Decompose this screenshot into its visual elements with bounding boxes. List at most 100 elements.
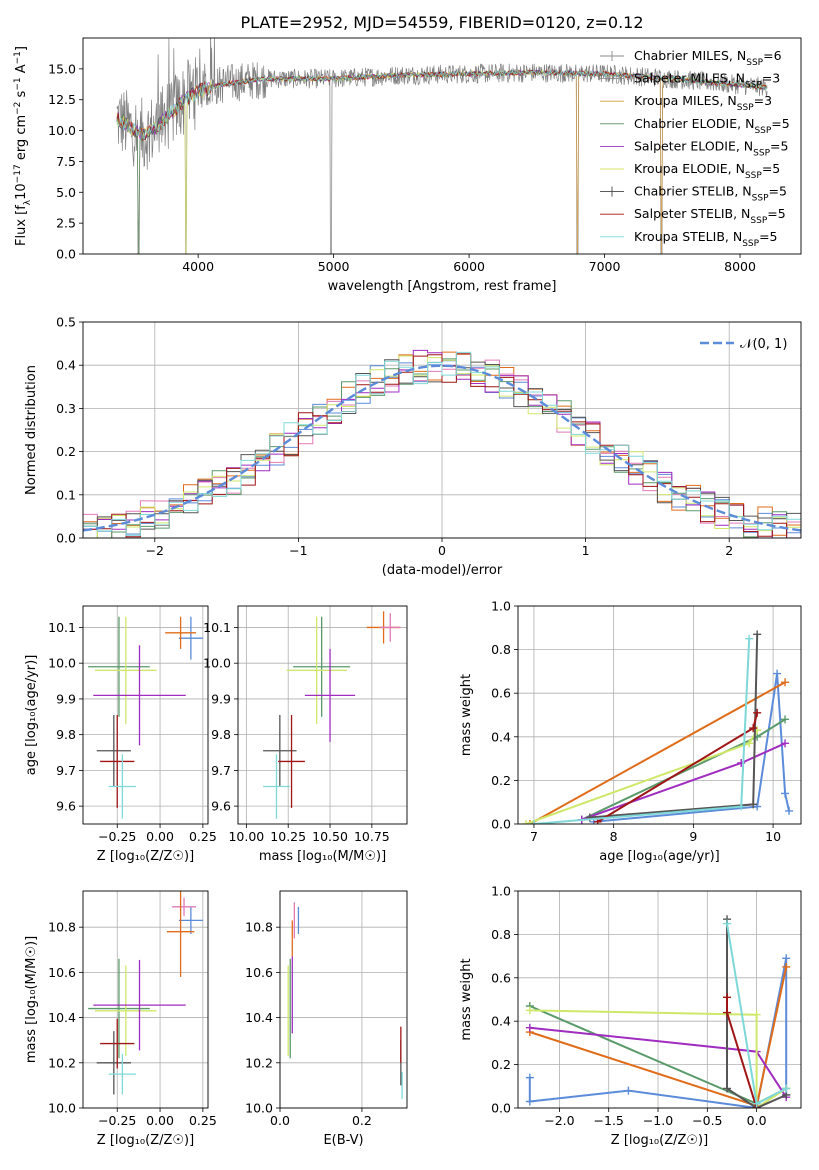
age-vs-metallicity-panel: −0.25 0.00 0.25 9.6 9.7 9.8 9.9 10.0 10.1 Z [log₁…: [24, 605, 217, 864]
y-tick-label: 0.6: [491, 970, 511, 985]
legend-label: 𝒩(0, 1): [740, 337, 787, 352]
y-axis-label: age [log₁₀(age/yr)]: [24, 655, 39, 776]
y-tick-label: 15.0: [48, 61, 76, 76]
y-tick-label: 5.0: [56, 185, 76, 200]
y-tick-label: 10.2: [48, 1055, 76, 1070]
legend-label: Chabrier ELODIE, NSSP=5: [634, 116, 790, 136]
data-point-marker: [525, 1023, 534, 1032]
y-tick-label: 0.0: [491, 1101, 511, 1116]
error-bar-point: [278, 715, 305, 808]
x-axis-label: mass [log₁₀(M/M☉)]: [259, 849, 386, 864]
legend-label-sub: SSP: [745, 171, 762, 181]
legend-label-name: Salpeter STELIB, N: [634, 206, 750, 221]
x-tick-label: 0.00: [146, 1113, 174, 1128]
data-point-marker: [773, 669, 782, 678]
plot-area: [525, 915, 791, 1108]
legend-label-sub: SSP: [737, 103, 754, 113]
plot-area: [287, 902, 403, 1099]
y-tick-label: 10.0: [48, 656, 76, 671]
y-tick-label: 9.7: [56, 763, 76, 778]
y-axis-label-part: erg cm: [14, 115, 29, 164]
y-tick-label: 10.4: [48, 1010, 76, 1025]
axes-frame: [517, 605, 802, 825]
legend-label-tail: =3: [762, 71, 780, 86]
mass-weight-vs-metallicity-panel: −2.0 −1.5 −1.0 −0.5 0.0 0.0 0.2 0.4 0.6 0.8 1.0 Z […: [459, 884, 802, 1148]
y-tick-label: 1.0: [491, 599, 511, 614]
y-tick-label: 10.8: [245, 920, 273, 935]
error-bar-point: [166, 891, 195, 977]
error-bar-point: [178, 906, 203, 934]
x-tick-label: 4000: [182, 259, 214, 274]
legend-label-name: Chabrier ELODIE, N: [634, 116, 754, 131]
legend-label-sub: SSP: [750, 216, 767, 226]
error-bar-point: [380, 613, 401, 642]
data-point-marker: [745, 739, 754, 748]
axes-frame: [82, 321, 802, 539]
legend-label-name: Salpeter ELODIE, N: [634, 138, 753, 153]
y-tick-label: 0.0: [491, 817, 511, 832]
legend-label-name: Chabrier MILES, N: [634, 48, 746, 63]
y-tick-label: 0.4: [491, 1014, 511, 1029]
data-point-marker: [525, 1073, 534, 1082]
x-axis-label: Z [log₁₀(Z/Z☉)]: [97, 1133, 194, 1148]
y-axis-label: mass [log₁₀(M/M☉)]: [24, 936, 39, 1063]
y-axis-label-part: −1: [13, 51, 23, 64]
legend-label-tail: =3: [754, 93, 772, 108]
series-line: [529, 1009, 787, 1108]
y-tick-label: 10.6: [48, 965, 76, 980]
plot-area: [116, 38, 768, 254]
error-bar-point: [94, 616, 157, 724]
data-point-marker: [752, 1099, 761, 1108]
data-point-marker: [753, 630, 762, 639]
data-point-marker: [785, 806, 794, 815]
x-tick-label: 6000: [453, 259, 485, 274]
y-axis-label-part: 10: [14, 183, 29, 200]
x-tick-label: 1: [582, 543, 590, 558]
data-point-marker: [782, 962, 791, 971]
y-axis-label-part: λ: [23, 199, 33, 205]
x-tick-label: −0.25: [98, 1113, 136, 1128]
x-tick-label: 0.00: [146, 829, 174, 844]
data-point-marker: [525, 1097, 534, 1106]
data-point-marker: [749, 800, 758, 809]
y-axis-label-part: −1: [13, 77, 23, 90]
x-axis-label: (data-model)/error: [382, 563, 503, 578]
data-series: [723, 919, 791, 1108]
legend-label-tail: =5: [771, 116, 789, 131]
x-tick-label: 7: [530, 829, 538, 844]
legend-label-tail: =5: [769, 184, 787, 199]
data-point-marker: [723, 993, 732, 1002]
data-point-marker: [753, 708, 762, 717]
x-tick-label: 10.00: [228, 829, 264, 844]
error-bar-point: [100, 1018, 135, 1069]
series-line: [529, 681, 786, 824]
axes-frame: [517, 890, 802, 1109]
error-bar-point: [93, 645, 186, 746]
x-tick-label: 0: [438, 543, 446, 558]
error-bar-point: [96, 715, 131, 787]
y-tick-label: 9.6: [211, 799, 231, 814]
error-bar-point: [108, 1053, 137, 1095]
x-tick-label: −1.0: [643, 1113, 673, 1128]
mass-weight-vs-age-panel: 7 8 9 10 0.0 0.2 0.4 0.6 0.8 1.0 age [log₁₀(age/yr…: [459, 599, 802, 864]
y-tick-label: 10.2: [245, 1055, 273, 1070]
x-tick-label: 8: [610, 829, 618, 844]
spectrum-panel: 4000 5000 6000 7000 8000 0.0 2.5 5.0 7.5 10.0 12.5…: [13, 37, 802, 294]
y-tick-label: 0.2: [491, 773, 511, 788]
x-tick-label: 0.0: [747, 1113, 767, 1128]
x-tick-label: 9: [689, 829, 697, 844]
data-point-marker: [752, 1010, 761, 1019]
x-tick-label: −1: [289, 543, 307, 558]
data-point-marker: [749, 724, 758, 733]
plot-area: [521, 630, 794, 824]
x-tick-label: −1.5: [594, 1113, 624, 1128]
model-spectrum-line: [116, 69, 768, 141]
residual-histogram-panel: −2 −1 0 1 2 0.0 0.1 0.2 0.3 0.4 0.5 (data-model)/er…: [24, 315, 802, 578]
y-tick-label: 9.7: [211, 763, 231, 778]
y-tick-label: 9.8: [56, 727, 76, 742]
legend-label-tail: =5: [770, 138, 788, 153]
axes-frame: [82, 37, 802, 255]
x-tick-label: 0.2: [352, 1113, 372, 1128]
